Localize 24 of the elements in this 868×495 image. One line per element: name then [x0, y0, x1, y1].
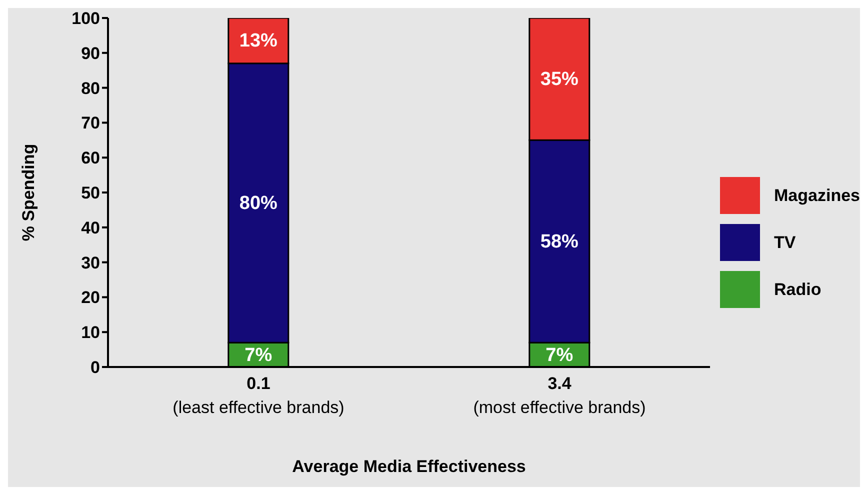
x-axis-title: Average Media Effectiveness: [292, 457, 526, 476]
legend-label: TV: [774, 232, 796, 252]
y-tick-label: 30: [81, 253, 100, 272]
x-tick-label: 3.4 (most effective brands): [473, 374, 646, 417]
y-tick-label: 10: [81, 323, 100, 342]
y-tick-label: 20: [81, 288, 100, 308]
y-tick-label: 40: [81, 218, 100, 238]
y-tick-label: 80: [81, 78, 100, 98]
legend-label: Magazines: [774, 186, 860, 206]
y-tick-label: 90: [81, 44, 100, 63]
data-label: 58%: [540, 231, 579, 252]
data-label: 7%: [546, 344, 574, 366]
data-label: 7%: [244, 344, 272, 366]
legend-label: Radio: [774, 280, 822, 300]
data-label: 80%: [239, 192, 278, 214]
y-tick-label: 60: [81, 148, 100, 168]
y-tick-label: 100: [72, 9, 100, 28]
y-axis-title: % Spending: [19, 144, 38, 242]
data-label: 13%: [239, 30, 278, 52]
data-label: 35%: [540, 69, 579, 90]
y-tick-label: 50: [81, 184, 100, 203]
y-tick-label: 70: [81, 114, 100, 133]
y-tick-label: 0: [90, 358, 100, 378]
x-tick-label: 0.1 (least effective brands): [172, 374, 344, 417]
